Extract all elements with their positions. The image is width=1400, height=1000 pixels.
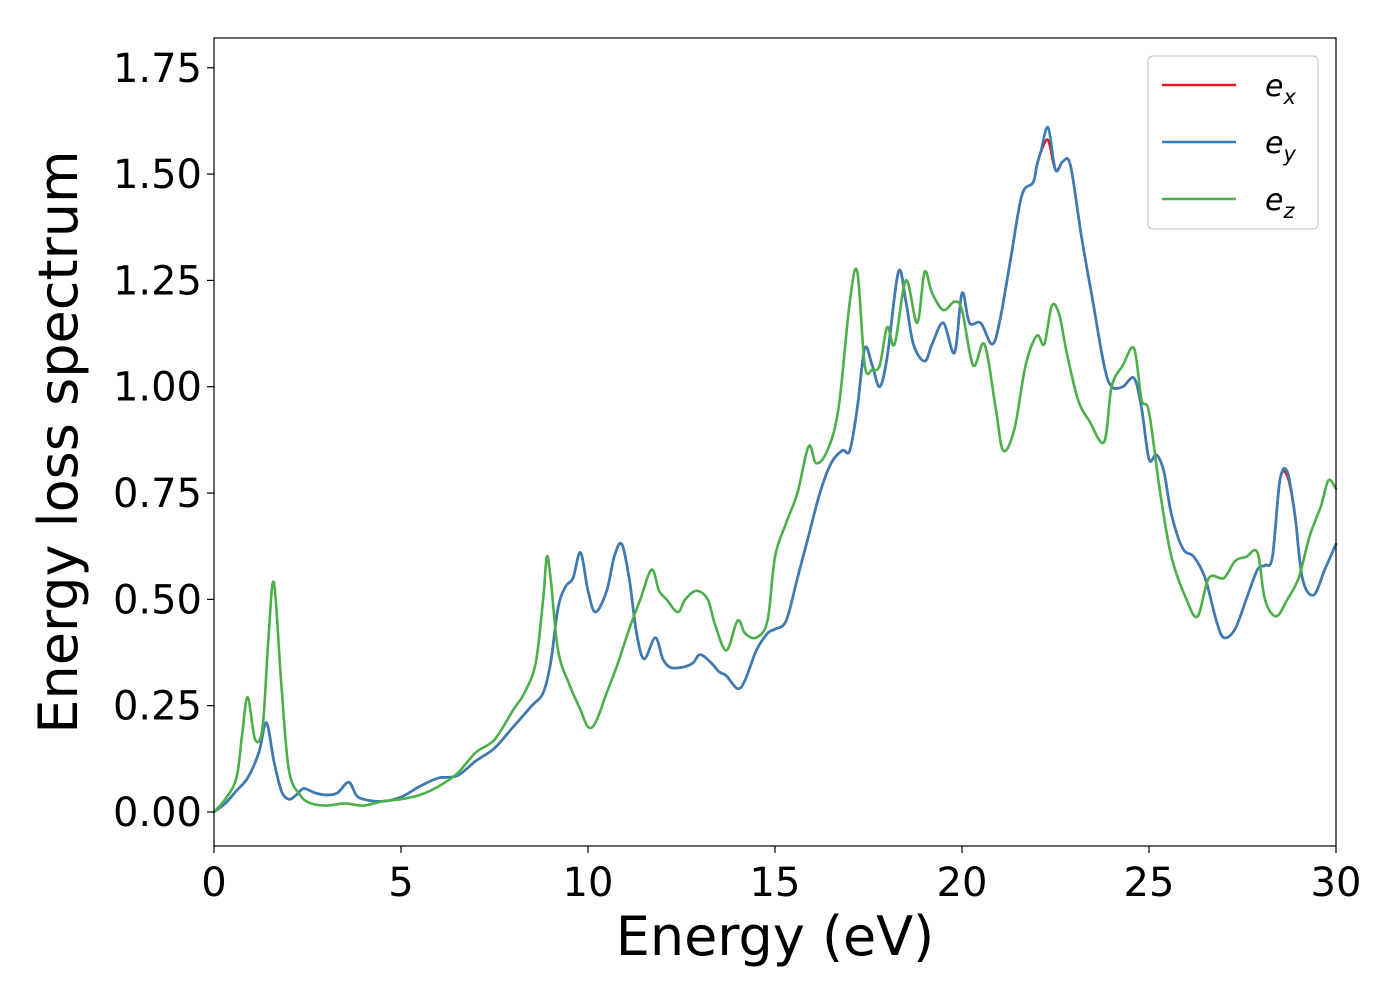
x-tick-label: 10	[563, 860, 614, 906]
y-axis-title: Energy loss spectrum	[27, 150, 90, 733]
x-axis-title: Energy (eV)	[616, 905, 935, 968]
x-tick-label: 30	[1311, 860, 1362, 906]
y-tick-label: 0.75	[113, 471, 202, 517]
y-tick-label: 0.50	[113, 577, 202, 623]
series-line-y	[212, 126, 1338, 814]
legend-label-x: ex	[1265, 69, 1296, 109]
x-tick-label: 0	[201, 860, 226, 906]
x-tick-label: 5	[388, 860, 413, 906]
y-tick-label: 1.00	[113, 365, 202, 411]
y-tick-label: 0.25	[113, 684, 202, 730]
y-axis: 0.00 0.25 0.50 0.75 1.00 1.25 1.50 1.75	[113, 46, 214, 836]
legend: ex ey ez	[1147, 55, 1319, 230]
legend-label-z: ez	[1265, 183, 1295, 223]
legend-label-y: ey	[1265, 126, 1296, 166]
x-axis: 0 5 10 15 20 25 30	[201, 846, 1361, 906]
y-tick-label: 1.25	[113, 258, 202, 304]
x-tick-label: 15	[750, 860, 801, 906]
x-tick-label: 20	[937, 860, 988, 906]
y-tick-label: 0.00	[113, 790, 202, 836]
y-tick-label: 1.50	[113, 152, 202, 198]
x-tick-label: 25	[1124, 860, 1175, 906]
series-layer	[212, 126, 1338, 814]
series-line-z	[212, 267, 1338, 814]
y-tick-label: 1.75	[113, 46, 202, 92]
